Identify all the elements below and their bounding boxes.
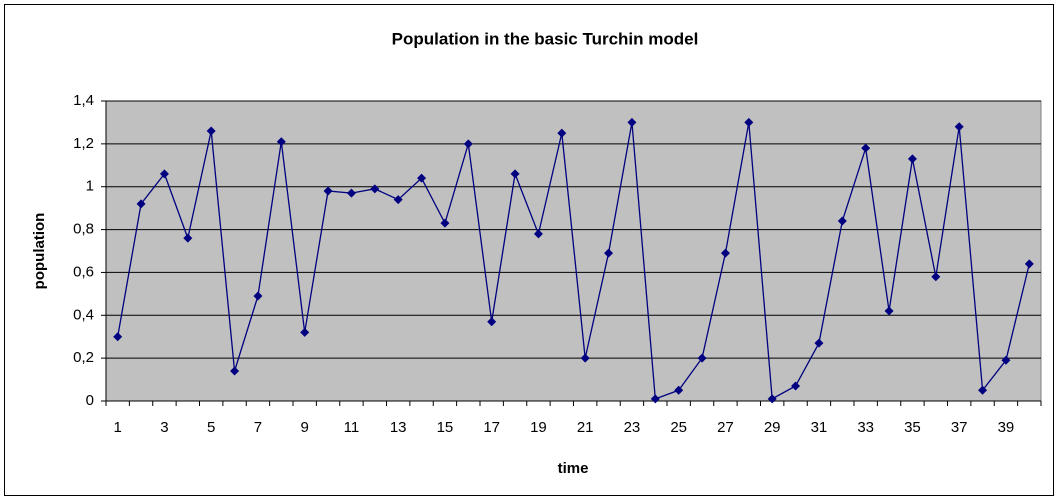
data-point — [674, 385, 684, 395]
x-tick-label: 11 — [344, 419, 360, 436]
y-tick-label: 0,6 — [73, 263, 94, 280]
data-point — [954, 122, 964, 132]
data-point — [837, 216, 847, 226]
data-point — [697, 353, 707, 363]
data-point — [627, 117, 637, 127]
data-point — [183, 233, 193, 243]
y-tick-label: 1 — [86, 178, 94, 195]
data-point — [978, 385, 988, 395]
chart-title: Population in the basic Turchin model — [392, 29, 699, 48]
data-point — [323, 186, 333, 196]
data-point — [884, 306, 894, 316]
data-point — [1024, 259, 1034, 269]
data-point — [159, 169, 169, 179]
x-tick-label: 37 — [951, 419, 968, 436]
data-point — [300, 327, 310, 337]
x-tick-label: 27 — [717, 419, 734, 436]
x-tick-label: 31 — [811, 419, 828, 436]
y-tick-label: 0 — [86, 392, 94, 409]
x-tick-label: 19 — [530, 419, 547, 436]
data-point — [440, 218, 450, 228]
x-tick-label: 9 — [301, 419, 309, 436]
data-point — [346, 188, 356, 198]
y-tick-label: 1,4 — [73, 92, 94, 109]
x-tick-label: 39 — [998, 419, 1015, 436]
x-tick-label: 35 — [904, 419, 921, 436]
x-tick-label: 13 — [390, 419, 407, 436]
data-point — [720, 248, 730, 258]
x-tick-label: 23 — [624, 419, 641, 436]
x-tick-label: 3 — [160, 419, 168, 436]
data-point — [510, 169, 520, 179]
y-axis-label: population — [31, 213, 48, 290]
data-point — [253, 291, 263, 301]
data-point — [533, 229, 543, 239]
data-point — [767, 394, 777, 404]
data-point — [417, 173, 427, 183]
x-tick-label: 5 — [207, 419, 215, 436]
y-tick-label: 0,2 — [73, 349, 94, 366]
data-point — [907, 154, 917, 164]
data-point — [463, 139, 473, 149]
data-line — [117, 122, 1030, 400]
x-tick-label: 21 — [577, 419, 594, 436]
data-point — [861, 143, 871, 153]
x-tick-label: 15 — [437, 419, 454, 436]
data-point — [557, 128, 567, 138]
data-point — [650, 394, 660, 404]
data-point — [113, 332, 123, 342]
data-point — [604, 248, 614, 258]
data-point — [230, 366, 240, 376]
y-tick-label: 0,4 — [73, 306, 94, 323]
x-tick-label: 25 — [670, 419, 687, 436]
x-tick-label: 7 — [254, 419, 262, 436]
x-tick-label: 29 — [764, 419, 781, 436]
x-axis-label: time — [558, 460, 589, 477]
y-tick-label: 0,8 — [73, 221, 94, 238]
x-tick-label: 17 — [483, 419, 500, 436]
data-point — [487, 317, 497, 327]
data-point — [744, 117, 754, 127]
data-point — [136, 199, 146, 209]
data-point — [206, 126, 216, 136]
data-point — [276, 137, 286, 147]
data-point — [370, 184, 380, 194]
y-tick-label: 1,2 — [73, 135, 94, 152]
x-tick-label: 1 — [114, 419, 122, 436]
x-tick-label: 33 — [857, 419, 874, 436]
data-point — [814, 338, 824, 348]
data-point — [791, 381, 801, 391]
data-point — [1001, 355, 1011, 365]
data-point — [393, 195, 403, 205]
data-point — [580, 353, 590, 363]
data-point — [931, 272, 941, 282]
